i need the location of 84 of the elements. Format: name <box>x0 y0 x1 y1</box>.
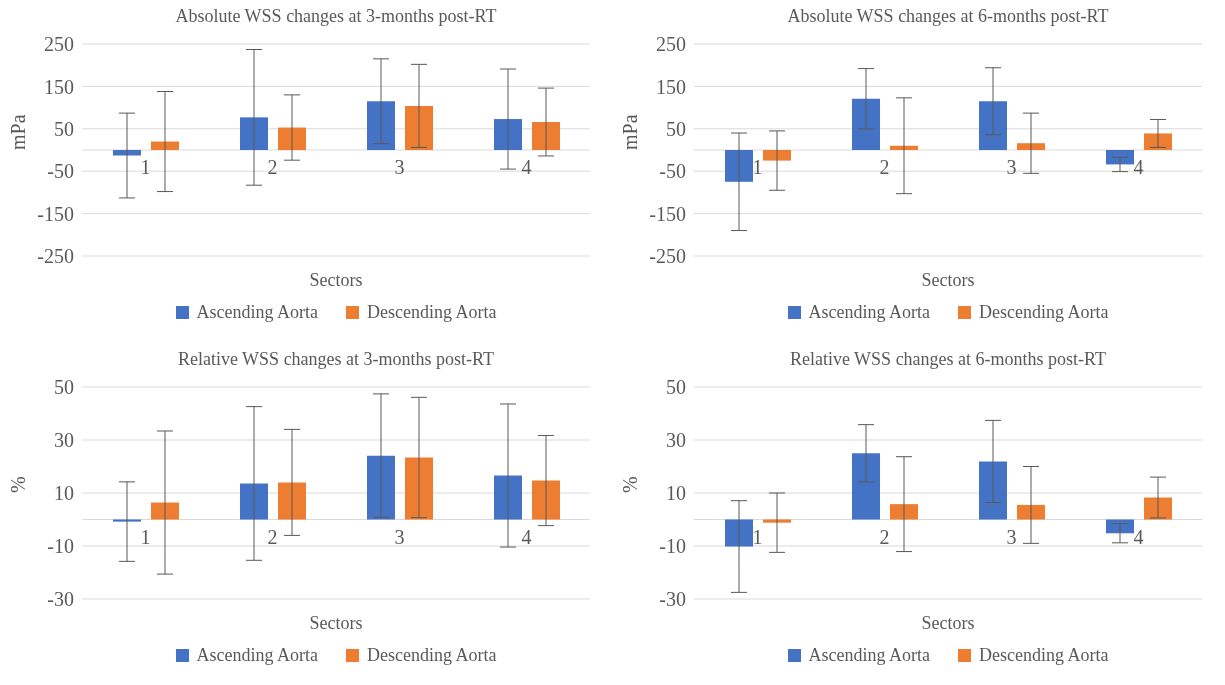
x-tick-label: 1 <box>752 156 763 178</box>
y-axis-title: mPa <box>619 114 642 150</box>
y-tick-label: 30 <box>666 428 686 451</box>
x-tick-label: 2 <box>267 525 278 547</box>
x-tick-label: 1 <box>140 525 151 547</box>
x-tick-label: 1 <box>140 156 151 178</box>
bar <box>151 502 179 519</box>
legend-label: Ascending Aorta <box>808 644 930 666</box>
bar <box>405 105 433 150</box>
bar <box>278 481 306 519</box>
bar <box>405 456 433 519</box>
bar <box>852 452 880 519</box>
bar <box>532 122 560 150</box>
x-tick-label: 3 <box>394 156 405 178</box>
x-axis-title: Sectors <box>921 270 975 290</box>
y-tick-label: 50 <box>54 117 74 140</box>
x-axis-title: Sectors <box>309 270 363 290</box>
bar <box>979 460 1007 519</box>
bar <box>979 101 1007 150</box>
y-tick-label: 30 <box>54 428 74 451</box>
y-tick-label: 50 <box>666 375 686 398</box>
y-tick-label: 10 <box>54 481 74 504</box>
y-tick-label: 150 <box>656 75 686 98</box>
bar <box>763 150 791 161</box>
chart-title: Relative WSS changes at 3-months post-RT <box>176 348 495 370</box>
y-tick-label: -50 <box>47 160 74 183</box>
bar <box>890 503 918 519</box>
bar <box>367 455 395 519</box>
legend-label: Descending Aorta <box>367 302 497 323</box>
bar <box>1144 133 1172 150</box>
bar <box>532 480 560 519</box>
y-tick-label: -10 <box>659 534 686 557</box>
x-tick-label: 4 <box>1133 156 1144 178</box>
chart-title: Relative WSS changes at 6-months post-RT <box>788 348 1107 370</box>
y-tick-label: 250 <box>44 33 74 56</box>
x-tick-label: 1 <box>752 525 763 547</box>
x-tick-label: 2 <box>879 156 890 178</box>
y-tick-label: -150 <box>37 202 74 225</box>
y-tick-label: -30 <box>659 587 686 610</box>
bar <box>1017 143 1045 150</box>
x-axis-title: Sectors <box>309 612 363 633</box>
y-tick-label: -250 <box>37 245 74 268</box>
x-tick-label: 4 <box>1133 525 1144 547</box>
x-tick-label: 2 <box>267 156 278 178</box>
legend-label: Descending Aorta <box>367 644 497 666</box>
x-tick-label: 4 <box>521 156 532 178</box>
y-axis-title: % <box>7 475 30 493</box>
legend-label: Ascending Aorta <box>196 302 318 323</box>
bar <box>367 101 395 150</box>
y-tick-label: -150 <box>649 202 686 225</box>
x-tick-label: 3 <box>1006 525 1017 547</box>
y-axis-title: mPa <box>7 114 30 150</box>
bar <box>240 482 268 519</box>
chart-title: Absolute WSS changes at 3-months post-RT <box>174 6 498 27</box>
y-tick-label: 150 <box>44 75 74 98</box>
bar <box>240 117 268 150</box>
bar <box>1106 150 1134 165</box>
y-tick-label: 50 <box>54 375 74 398</box>
bar <box>725 150 753 182</box>
y-tick-label: -250 <box>649 245 686 268</box>
bar <box>1017 504 1045 519</box>
x-tick-label: 3 <box>394 525 405 547</box>
bar <box>852 98 880 150</box>
y-axis-title: % <box>619 475 642 493</box>
bar <box>278 127 306 150</box>
y-tick-label: 250 <box>656 33 686 56</box>
y-tick-label: -30 <box>47 587 74 610</box>
y-tick-label: -50 <box>659 160 686 183</box>
bar <box>113 150 141 156</box>
x-tick-label: 4 <box>521 525 532 547</box>
legend-label: Descending Aorta <box>979 644 1109 666</box>
bar <box>494 119 522 150</box>
chart-title: Absolute WSS changes at 6-months post-RT <box>786 6 1110 27</box>
x-axis-title: Sectors <box>921 612 975 633</box>
x-tick-label: 2 <box>879 525 890 547</box>
y-tick-label: 50 <box>666 117 686 140</box>
bar <box>494 475 522 519</box>
y-tick-label: -10 <box>47 534 74 557</box>
legend-label: Ascending Aorta <box>808 302 930 323</box>
legend-label: Ascending Aorta <box>196 644 318 666</box>
y-tick-label: 10 <box>666 481 686 504</box>
legend-label: Descending Aorta <box>979 302 1109 323</box>
x-tick-label: 3 <box>1006 156 1017 178</box>
bar <box>725 519 753 547</box>
